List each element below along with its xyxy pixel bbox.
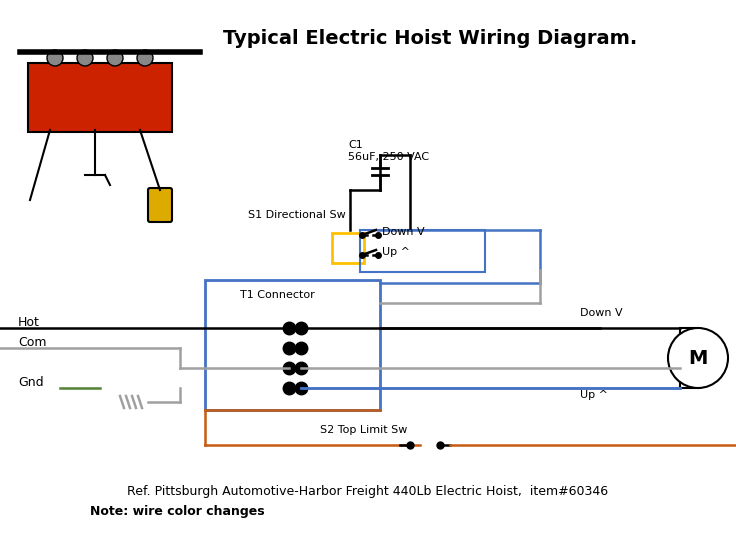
Circle shape	[77, 50, 93, 66]
Text: S2 Top Limit Sw: S2 Top Limit Sw	[320, 425, 407, 435]
Text: Typical Electric Hoist Wiring Diagram.: Typical Electric Hoist Wiring Diagram.	[223, 29, 637, 47]
Text: Ref. Pittsburgh Automotive-Harbor Freight 440Lb Electric Hoist,  item#60346: Ref. Pittsburgh Automotive-Harbor Freigh…	[127, 486, 609, 498]
Text: T1 Connector: T1 Connector	[240, 290, 315, 300]
Text: Note: wire color changes: Note: wire color changes	[90, 506, 265, 518]
Text: Down V: Down V	[382, 227, 425, 237]
Text: Up ^: Up ^	[382, 247, 410, 257]
Text: Up ^: Up ^	[580, 390, 608, 400]
Text: C1: C1	[348, 140, 363, 150]
Circle shape	[668, 328, 728, 388]
Text: Down V: Down V	[580, 308, 623, 318]
Text: Hot: Hot	[18, 316, 40, 330]
Text: Gnd: Gnd	[18, 376, 43, 390]
FancyBboxPatch shape	[148, 188, 172, 222]
Circle shape	[47, 50, 63, 66]
Text: S1 Directional Sw: S1 Directional Sw	[248, 210, 346, 220]
Text: 56uF, 250 VAC: 56uF, 250 VAC	[348, 152, 429, 162]
FancyBboxPatch shape	[680, 328, 698, 388]
Circle shape	[107, 50, 123, 66]
Text: Com: Com	[18, 337, 46, 349]
Circle shape	[137, 50, 153, 66]
FancyBboxPatch shape	[28, 63, 172, 132]
Text: M: M	[688, 348, 708, 368]
